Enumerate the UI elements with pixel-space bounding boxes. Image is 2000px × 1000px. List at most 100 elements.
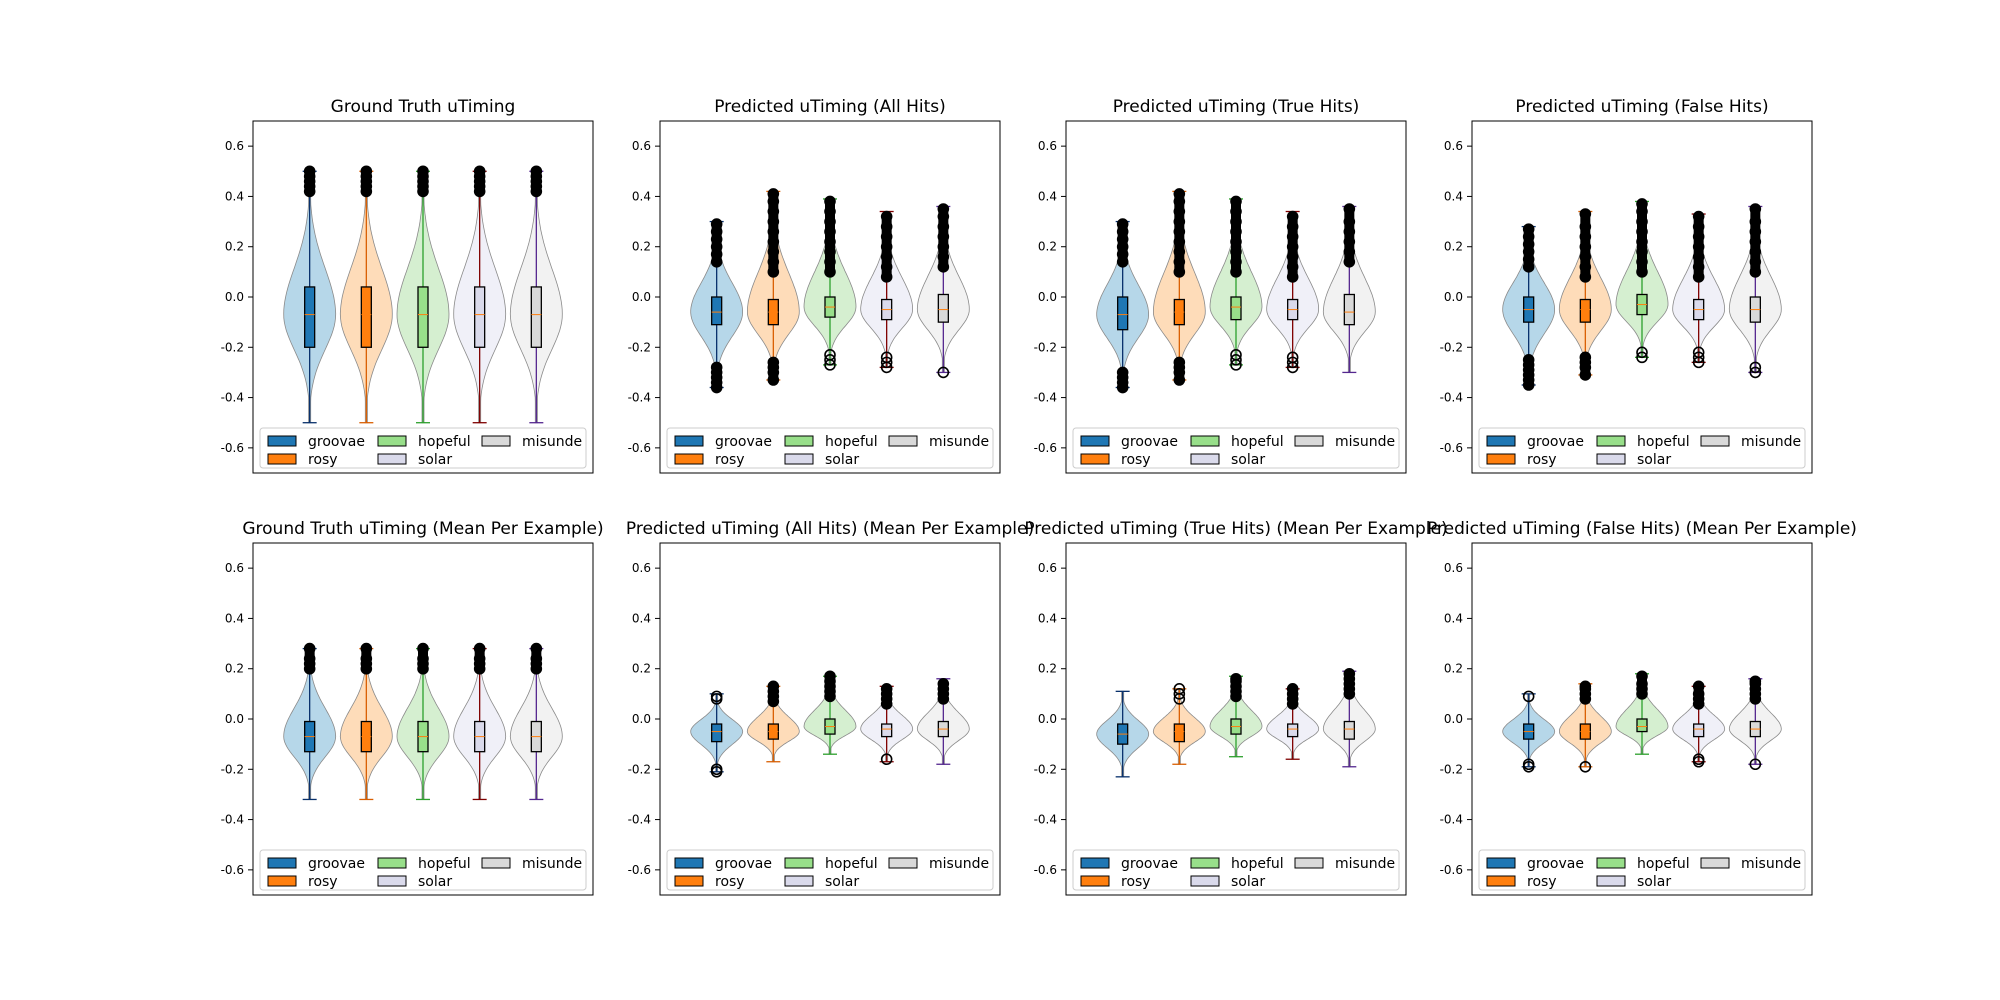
violin-solar xyxy=(1266,210,1319,374)
y-tick-label: 0.2 xyxy=(632,662,651,676)
y-tick-label: 0.0 xyxy=(632,712,651,726)
legend-label-rosy: rosy xyxy=(1121,452,1151,468)
outlier-point xyxy=(1749,366,1762,379)
legend-swatch-rosy xyxy=(1080,453,1110,465)
violin-rosy xyxy=(1559,680,1612,773)
legend-label-misunde: misunde xyxy=(522,856,582,872)
outlier-point xyxy=(1286,351,1299,364)
legend-label-misunde: misunde xyxy=(522,434,582,450)
legend-label-misunde: misunde xyxy=(929,856,989,872)
outlier-point xyxy=(1230,354,1242,366)
y-tick-label: 0.6 xyxy=(225,139,244,153)
violin-hopeful xyxy=(1209,672,1263,758)
legend-label-misunde: misunde xyxy=(1335,434,1395,450)
legend-label-solar: solar xyxy=(1637,874,1671,890)
y-tick-label: 0.6 xyxy=(1444,561,1463,575)
outlier-point xyxy=(880,356,893,369)
legend-swatch-groovae xyxy=(267,435,297,447)
violin-misunde xyxy=(509,642,563,801)
violin-solar xyxy=(860,210,913,374)
legend-label-rosy: rosy xyxy=(1527,874,1557,890)
legend-label-solar: solar xyxy=(1231,452,1265,468)
chart-title: Predicted uTiming (All Hits) (Mean Per E… xyxy=(626,519,1034,539)
y-tick-label: -0.2 xyxy=(221,340,244,354)
box xyxy=(937,293,949,323)
legend: groovae rosy hopeful solar misunde xyxy=(1072,849,1400,891)
legend-swatch-rosy xyxy=(1486,875,1516,887)
y-tick-label: 0.2 xyxy=(225,662,244,676)
legend-swatch-rosy xyxy=(674,453,704,465)
violin-hopeful xyxy=(396,642,450,801)
violin-rosy xyxy=(1558,208,1612,381)
violin-hopeful xyxy=(1615,670,1669,755)
legend-label-solar: solar xyxy=(418,452,452,468)
chart-panel-6: Predicted uTiming (All Hits) (Mean Per E… xyxy=(626,519,1034,896)
y-tick-label: -0.4 xyxy=(1440,813,1463,827)
y-tick-label: 0.0 xyxy=(632,290,651,304)
legend-swatch-misunde xyxy=(481,435,511,447)
legend-swatch-rosy xyxy=(267,453,297,465)
legend-swatch-solar xyxy=(1596,453,1626,465)
y-tick-label: 0.2 xyxy=(225,240,244,254)
violin-groovae xyxy=(1502,690,1556,773)
violin-rosy xyxy=(339,165,393,424)
y-tick-label: 0.0 xyxy=(225,712,244,726)
y-tick-label: 0.0 xyxy=(1444,290,1463,304)
y-tick-label: -0.6 xyxy=(628,441,651,455)
y-tick-label: -0.6 xyxy=(1440,441,1463,455)
legend-swatch-rosy xyxy=(674,875,704,887)
y-tick-label: 0.6 xyxy=(225,561,244,575)
box xyxy=(1579,298,1591,323)
legend-swatch-groovae xyxy=(1080,857,1110,869)
y-tick-label: 0.4 xyxy=(632,611,651,625)
legend-label-hopeful: hopeful xyxy=(1637,856,1690,872)
y-tick-label: 0.4 xyxy=(1038,611,1057,625)
legend-swatch-misunde xyxy=(1294,435,1324,447)
legend-swatch-rosy xyxy=(1080,875,1110,887)
legend: groovae rosy hopeful solar misunde xyxy=(1072,427,1400,469)
chart-panel-1: Ground Truth uTiming -0.6 -0.4 -0.2 0.0 0.2 0.… xyxy=(221,97,594,474)
outlier-point xyxy=(1749,361,1762,374)
y-tick-label: 0.4 xyxy=(1038,189,1057,203)
violin-groovae xyxy=(1502,223,1555,391)
y-tick-label: 0.4 xyxy=(225,611,244,625)
violin-misunde xyxy=(1322,667,1376,768)
y-tick-label: -0.2 xyxy=(221,762,244,776)
box xyxy=(1343,293,1355,326)
legend-label-hopeful: hopeful xyxy=(1231,434,1284,450)
violin-solar xyxy=(1672,680,1726,768)
legend-label-misunde: misunde xyxy=(1741,434,1801,450)
legend-swatch-misunde xyxy=(888,435,918,447)
violin-misunde xyxy=(916,203,970,379)
y-tick-label: -0.4 xyxy=(221,813,244,827)
chart-title: Predicted uTiming (False Hits) (Mean Per… xyxy=(1427,519,1857,539)
outlier-point xyxy=(824,349,836,361)
box xyxy=(711,723,723,743)
outlier-point xyxy=(1636,346,1648,359)
legend-label-misunde: misunde xyxy=(1335,856,1395,872)
violin-hopeful xyxy=(396,165,450,424)
y-tick-label: -0.2 xyxy=(1440,762,1463,776)
y-tick-label: -0.4 xyxy=(1034,813,1057,827)
chart-panel-2: Predicted uTiming (All Hits) -0.6 -0.4 -0.2… xyxy=(628,97,1001,474)
y-tick-label: -0.6 xyxy=(1034,441,1057,455)
legend-swatch-solar xyxy=(784,453,814,465)
legend-label-rosy: rosy xyxy=(1121,874,1151,890)
outlier-point xyxy=(1173,683,1186,695)
legend-swatch-groovae xyxy=(267,857,297,869)
y-tick-label: -0.2 xyxy=(1440,340,1463,354)
y-tick-label: -0.6 xyxy=(628,863,651,877)
legend-swatch-solar xyxy=(1596,875,1626,887)
y-tick-label: 0.2 xyxy=(1444,240,1463,254)
box xyxy=(474,286,486,348)
violin-rosy xyxy=(1152,683,1206,765)
outlier-point xyxy=(710,690,723,703)
legend-swatch-solar xyxy=(784,875,814,887)
box xyxy=(1117,296,1129,331)
violin-groovae xyxy=(1096,690,1150,778)
legend-label-groovae: groovae xyxy=(1121,434,1178,450)
legend-label-hopeful: hopeful xyxy=(418,434,471,450)
y-tick-label: 0.2 xyxy=(1038,240,1057,254)
legend: groovae rosy hopeful solar misunde xyxy=(1478,849,1806,891)
violin-solar xyxy=(453,165,507,424)
